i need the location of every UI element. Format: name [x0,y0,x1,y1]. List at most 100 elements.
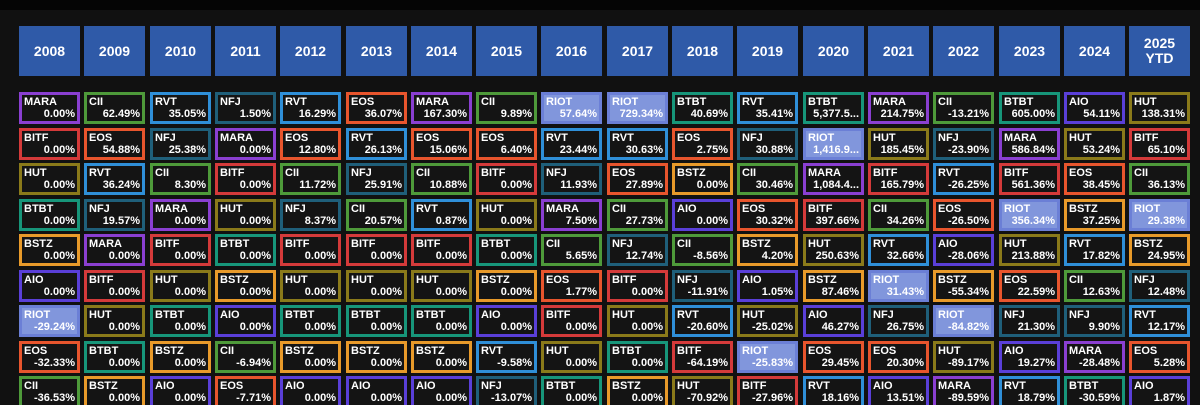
return-value-label: 0.00% [500,286,532,298]
return-cell: RVT 32.66% [868,234,929,266]
return-cell: BSTZ 24.95% [1129,234,1190,266]
ticker-label: RIOT [546,96,573,108]
ticker-label: BITF [89,274,114,286]
return-cell: CII -36.53% [19,376,80,405]
ticker-label: EOS [1069,167,1093,179]
return-cell: HUT -89.17% [933,341,994,373]
year-header: 2024 [1064,26,1125,76]
return-value-label: 0.00% [43,215,75,227]
ticker-label: BITF [220,167,245,179]
ticker-label: HUT [220,203,243,215]
ticker-label: EOS [546,274,570,286]
ticker-label: BSTZ [742,238,771,250]
return-cell: BTBT 0.00% [215,234,276,266]
return-cell: MARA 586.84% [999,128,1060,160]
return-value-label: 11.93% [560,179,597,191]
ticker-label: HUT [416,274,439,286]
return-cell: NFJ 12.74% [607,234,668,266]
return-cell: CII 12.63% [1064,270,1125,302]
ticker-label: MARA [546,203,579,215]
return-value-label: 30.32% [755,215,793,227]
return-value-label: 0.00% [435,321,467,333]
return-value-label: 0.00% [108,250,140,262]
ticker-label: RVT [285,96,307,108]
ticker-label: HUT [1004,238,1027,250]
return-cell: AIO 0.00% [150,376,211,405]
return-cell: RIOT -84.82% [933,305,994,337]
return-cell: BTBT 0.00% [411,305,472,337]
return-cell: HUT 250.63% [803,234,864,266]
ticker-label: EOS [481,132,505,144]
return-cell: AIO 0.00% [280,376,341,405]
ticker-label: BITF [24,132,49,144]
ticker-label: RIOT [938,309,965,321]
return-cell: AIO 0.00% [476,305,537,337]
return-cell: NFJ -13.07% [476,376,537,405]
ticker-label: NFJ [89,203,110,215]
return-cell: BITF 0.00% [541,305,602,337]
ticker-label: RVT [89,167,111,179]
ticker-label: EOS [742,203,766,215]
ticker-label: CII [546,238,561,250]
ticker-label: BSTZ [416,345,445,357]
ticker-label: BITF [285,238,310,250]
ticker-label: EOS [677,132,701,144]
return-value-label: 0.00% [631,357,663,369]
return-value-label: 0.00% [174,250,206,262]
year-header: 2009 [84,26,145,76]
return-cell: RVT -9.58% [476,341,537,373]
ticker-label: CII [481,96,496,108]
return-value-label: 8.30% [174,179,206,191]
year-header: 2020 [803,26,864,76]
return-value-label: 0.00% [239,215,271,227]
return-cell: BITF 0.00% [476,163,537,195]
return-value-label: -13.07% [491,392,532,404]
return-cell: NFJ 25.38% [150,128,211,160]
return-cell: BSTZ 0.00% [150,341,211,373]
return-value-label: -23.90% [948,144,989,156]
return-value-label: 0.00% [435,250,467,262]
return-cell: BTBT 0.00% [150,305,211,337]
ticker-label: RIOT [1004,203,1031,215]
ticker-label: CII [612,203,627,215]
ticker-label: BSTZ [285,345,314,357]
return-value-label: 0.00% [239,144,271,156]
return-value-label: 1,416.9... [813,144,859,156]
return-value-label: -55.34% [948,286,989,298]
ticker-label: MARA [938,380,971,392]
ticker-label: BITF [1134,132,1159,144]
return-value-label: 18.79% [1017,392,1055,404]
return-cell: RVT 36.24% [84,163,145,195]
return-cell: RIOT -25.83% [737,341,798,373]
year-header: 2017 [607,26,668,76]
return-cell: NFJ -11.91% [672,270,733,302]
return-value-label: -89.59% [948,392,989,404]
ticker-label: BTBT [285,309,315,321]
return-cell: BITF -27.96% [737,376,798,405]
return-value-label: 0.00% [696,179,728,191]
year-header: 2010 [150,26,211,76]
ticker-label: BTBT [612,345,642,357]
return-value-label: 7.50% [565,215,597,227]
return-cell: RIOT 729.34% [607,92,668,124]
return-cell: EOS 54.88% [84,128,145,160]
return-cell: BITF 165.79% [868,163,929,195]
ticker-label: BTBT [24,203,54,215]
ticker-label: RVT [1004,380,1026,392]
return-cell: BITF 561.36% [999,163,1060,195]
return-value-label: -11.91% [687,286,728,298]
ticker-label: MARA [1069,345,1102,357]
return-cell: CII 36.13% [1129,163,1190,195]
ticker-label: RIOT [612,96,639,108]
return-cell: AIO 1.05% [737,270,798,302]
ticker-label: BITF [351,238,376,250]
return-value-label: 13.51% [886,392,924,404]
ticker-label: RVT [155,96,177,108]
return-cell: AIO -28.06% [933,234,994,266]
return-value-label: 0.00% [43,108,75,120]
return-cell: EOS 30.32% [737,199,798,231]
ticker-label: CII [155,167,170,179]
return-cell: CII 10.88% [411,163,472,195]
return-value-label: 0.00% [500,215,532,227]
return-cell: BSTZ 0.00% [607,376,668,405]
